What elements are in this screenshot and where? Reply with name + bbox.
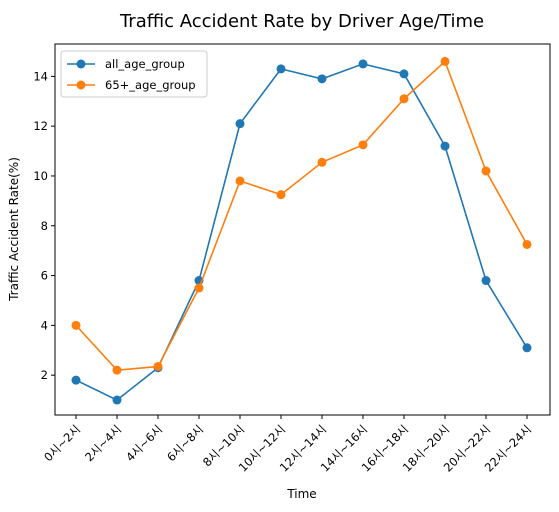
data-point (481, 166, 491, 176)
data-point (235, 119, 245, 129)
y-tick-label: 6 (41, 269, 48, 283)
x-tick-label: 6시~8시 (164, 422, 206, 464)
data-point (481, 276, 491, 286)
data-point (112, 365, 122, 375)
x-axis: 0시~2시2시~4시4시~6시6시~8시8시~10시10시~12시12시~14시… (41, 415, 534, 475)
x-tick-label: 4시~6시 (123, 422, 165, 464)
data-point (440, 56, 450, 66)
legend-box (60, 50, 208, 98)
legend: all_age_group 65+_age_group (60, 50, 208, 98)
data-point (194, 283, 204, 293)
x-axis-label: Time (286, 487, 316, 501)
data-point (522, 343, 532, 353)
data-point (71, 320, 81, 330)
legend-label: 65+_age_group (105, 78, 196, 92)
data-point (71, 375, 81, 385)
y-tick-label: 8 (41, 219, 48, 233)
y-tick-label: 4 (41, 318, 48, 332)
legend-label: all_age_group (105, 57, 185, 71)
series-line (75, 60, 528, 372)
data-point (112, 395, 122, 405)
data-point (235, 176, 245, 186)
data-point (522, 239, 532, 249)
plot-area (54, 43, 551, 416)
y-tick-label: 2 (41, 368, 48, 382)
data-point (440, 141, 450, 151)
data-point (276, 64, 286, 74)
x-tick-label: 0시~2시 (41, 422, 83, 464)
y-tick-label: 10 (33, 169, 48, 183)
chart-title: Traffic Accident Rate by Driver Age/Time (119, 11, 484, 32)
data-point (317, 74, 327, 84)
x-tick-label: 2시~4시 (82, 422, 124, 464)
y-axis: 2 4 6 8 10 12 14 (33, 69, 55, 382)
data-point (358, 140, 368, 150)
data-point (399, 69, 409, 79)
y-tick-label: 12 (33, 119, 48, 133)
data-point (317, 157, 327, 167)
y-tick-label: 14 (33, 69, 48, 83)
series-layer (71, 56, 532, 405)
data-point (276, 190, 286, 200)
series-line (75, 63, 528, 401)
data-point (153, 361, 163, 371)
legend-marker (76, 80, 86, 90)
y-axis-label: Traffic Accident Rate(%) (7, 157, 21, 302)
data-point (399, 94, 409, 104)
legend-marker (76, 59, 86, 69)
data-point (358, 59, 368, 69)
